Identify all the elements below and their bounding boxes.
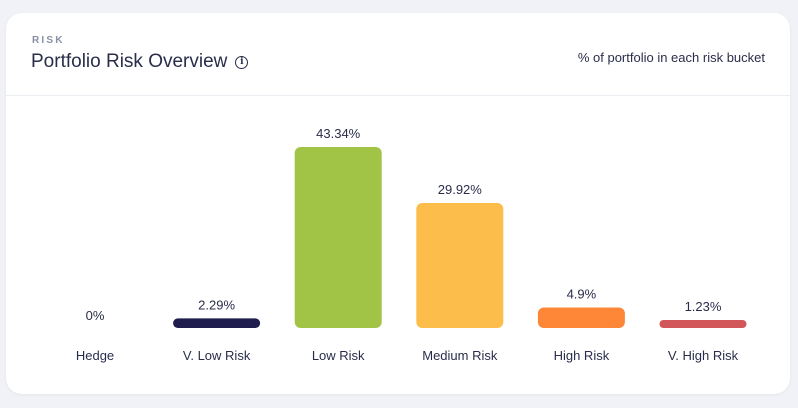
bar-v-high-risk[interactable] bbox=[659, 320, 747, 328]
info-icon[interactable]: i bbox=[235, 55, 249, 69]
card-title: Portfolio Risk Overview bbox=[31, 51, 228, 72]
bar-high-risk[interactable] bbox=[537, 307, 625, 329]
category-label-hedge: Hedge bbox=[76, 348, 114, 363]
chart-subtitle: % of portfolio in each risk bucket bbox=[577, 50, 765, 65]
category-label-high-risk: High Risk bbox=[554, 348, 610, 363]
category-label-medium-risk: Medium Risk bbox=[422, 348, 498, 363]
bar-v-low-risk[interactable] bbox=[173, 318, 261, 328]
value-label-medium-risk: 29.92% bbox=[438, 182, 483, 197]
value-label-high-risk: 4.9% bbox=[567, 287, 597, 302]
value-label-low-risk: 43.34% bbox=[316, 126, 361, 141]
risk-overview-card: RISK Portfolio Risk Overview i % of port… bbox=[6, 13, 790, 394]
title-row: Portfolio Risk Overview i bbox=[31, 51, 249, 73]
bar-low-risk[interactable] bbox=[294, 147, 382, 328]
category-label-v-low-risk: V. Low Risk bbox=[183, 348, 251, 363]
section-eyebrow: RISK bbox=[32, 35, 65, 46]
card-header: RISK Portfolio Risk Overview i % of port… bbox=[6, 13, 790, 96]
category-label-v-high-risk: V. High Risk bbox=[668, 348, 739, 363]
bar-medium-risk[interactable] bbox=[416, 203, 504, 328]
value-label-hedge: 0% bbox=[86, 308, 105, 323]
value-label-v-low-risk: 2.29% bbox=[198, 297, 235, 312]
category-label-low-risk: Low Risk bbox=[312, 348, 365, 363]
value-label-v-high-risk: 1.23% bbox=[685, 299, 722, 314]
